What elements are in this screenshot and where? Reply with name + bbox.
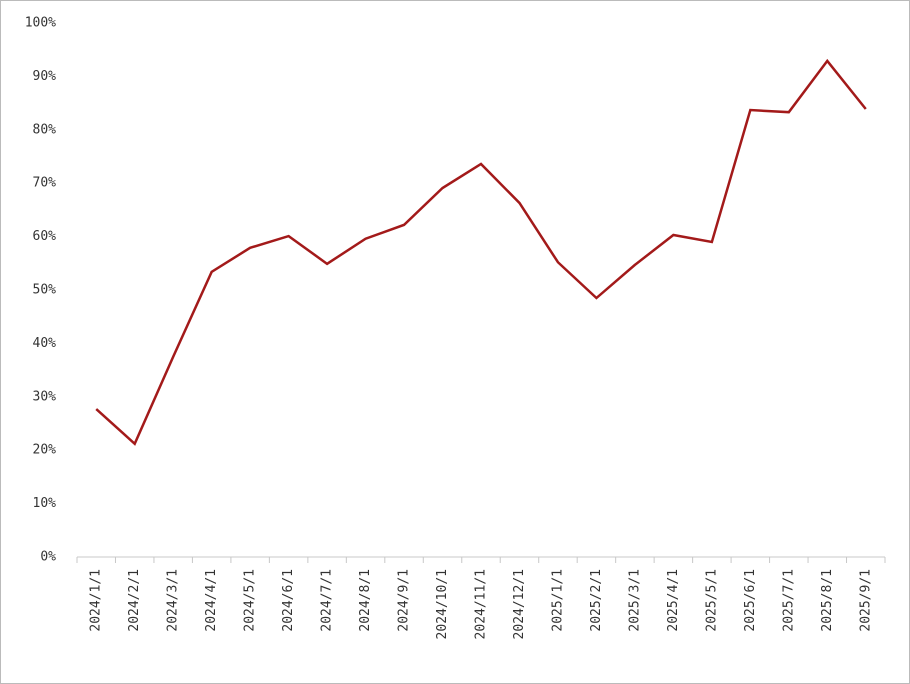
x-tick-label: 2024/6/1 — [281, 569, 296, 632]
y-tick-label: 90% — [33, 69, 57, 84]
y-tick-label: 30% — [33, 389, 57, 404]
x-tick-label: 2025/2/1 — [589, 569, 604, 632]
x-tick-label: 2025/5/1 — [704, 569, 719, 632]
x-tick-label: 2024/11/1 — [474, 569, 489, 639]
y-tick-label: 40% — [33, 336, 57, 351]
x-tick-label: 2025/3/1 — [627, 569, 642, 632]
line-series — [95, 58, 867, 446]
x-tick-label: 2025/7/1 — [781, 569, 796, 632]
x-tick-label: 2024/12/1 — [512, 569, 527, 639]
x-tick-label: 2025/9/1 — [858, 569, 873, 632]
y-tick-label: 100% — [25, 16, 56, 31]
x-tick-label: 2024/4/1 — [204, 569, 219, 632]
x-tick-label: 2025/6/1 — [743, 569, 758, 632]
y-tick-label: 50% — [33, 283, 57, 298]
x-tick-label: 2024/7/1 — [320, 569, 335, 632]
y-tick-label: 10% — [33, 496, 57, 511]
y-tick-label: 60% — [33, 229, 57, 244]
x-tick-label: 2024/1/1 — [89, 569, 104, 632]
x-tick-label: 2024/2/1 — [127, 569, 142, 632]
x-tick-label: 2025/4/1 — [666, 569, 681, 632]
y-tick-label: 0% — [40, 550, 56, 565]
y-tick-label: 80% — [33, 122, 57, 137]
y-tick-label: 70% — [33, 176, 57, 191]
x-tick-label: 2024/8/1 — [358, 569, 373, 632]
x-tick-label: 2024/10/1 — [435, 569, 450, 639]
x-tick-label: 2024/5/1 — [243, 569, 258, 632]
x-tick-label: 2024/3/1 — [166, 569, 181, 632]
x-tick-label: 2025/1/1 — [550, 569, 565, 632]
y-tick-label: 20% — [33, 443, 57, 458]
x-tick-label: 2024/9/1 — [397, 569, 412, 632]
x-tick-label: 2025/8/1 — [820, 569, 835, 632]
